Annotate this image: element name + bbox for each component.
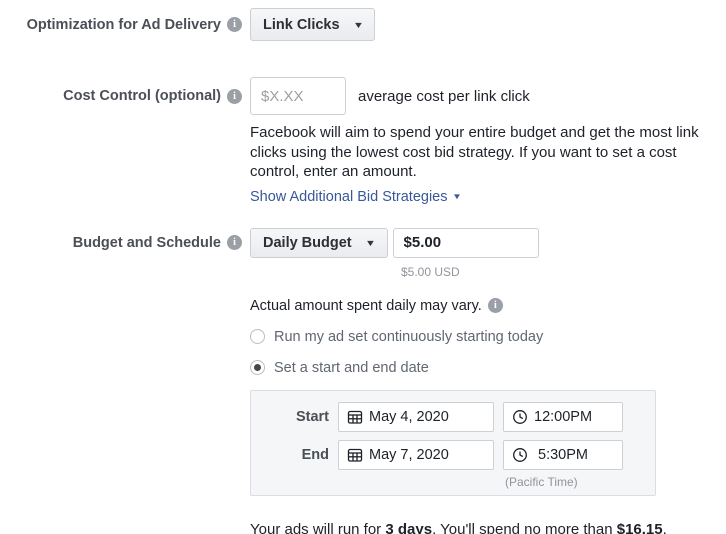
radio-selected-icon[interactable] bbox=[250, 360, 265, 375]
summary-amount: $16.15 bbox=[616, 520, 663, 534]
budget-label: Budget and Schedule bbox=[72, 234, 221, 251]
budget-type-dropdown[interactable]: Daily Budget ▼ bbox=[250, 227, 388, 258]
cost-control-suffix: average cost per link click bbox=[358, 87, 530, 105]
vary-note-text: Actual amount spent daily may vary. bbox=[250, 297, 482, 314]
cost-control-row: Cost Control (optional) i average cost p… bbox=[0, 77, 726, 206]
caret-down-icon: ▼ bbox=[364, 237, 376, 248]
summary-prefix: Your ads will run for bbox=[250, 520, 386, 534]
budget-label-group: Budget and Schedule i bbox=[0, 228, 242, 258]
budget-type-value: Daily Budget bbox=[263, 234, 352, 251]
radio-start-end-date[interactable]: Set a start and end date bbox=[250, 360, 726, 376]
start-date-field[interactable]: May 4, 2020 bbox=[338, 401, 494, 432]
radio-run-continuously[interactable]: Run my ad set continuously starting toda… bbox=[250, 329, 726, 345]
budget-amount-input[interactable] bbox=[392, 227, 539, 258]
calendar-icon bbox=[347, 410, 363, 424]
end-date-value: May 7, 2020 bbox=[369, 446, 449, 463]
optimization-label: Optimization for Ad Delivery bbox=[26, 16, 221, 33]
info-icon[interactable]: i bbox=[227, 17, 242, 32]
budget-row: Budget and Schedule i Daily Budget ▼ $5.… bbox=[0, 227, 726, 534]
budget-usd-caption: $5.00 USD bbox=[401, 264, 460, 279]
end-date-field[interactable]: May 7, 2020 bbox=[338, 439, 494, 470]
summary-suffix: . bbox=[662, 520, 667, 534]
caret-down-icon: ▼ bbox=[352, 19, 364, 30]
info-icon[interactable]: i bbox=[227, 235, 242, 250]
summary-middle: . You'll spend no more than bbox=[432, 520, 617, 534]
run-summary: Your ads will run for 3 days. You'll spe… bbox=[250, 521, 726, 534]
budget-content: Daily Budget ▼ $5.00 USD Actual amount s… bbox=[250, 227, 726, 534]
end-label: End bbox=[301, 446, 329, 463]
cost-control-description: Facebook will aim to spend your entire b… bbox=[250, 124, 699, 180]
end-time-field[interactable]: 5:30PM bbox=[503, 439, 623, 470]
radio-run-continuously-label: Run my ad set continuously starting toda… bbox=[274, 328, 544, 345]
caret-down-icon: ▼ bbox=[451, 192, 462, 201]
radio-unselected-icon[interactable] bbox=[250, 329, 265, 344]
start-date-value: May 4, 2020 bbox=[369, 408, 449, 425]
optimization-dropdown-value: Link Clicks bbox=[263, 16, 340, 33]
show-bid-strategies-label: Show Additional Bid Strategies bbox=[250, 188, 448, 205]
optimization-content: Link Clicks ▼ bbox=[250, 8, 726, 41]
start-time-field[interactable]: 12:00PM bbox=[503, 401, 623, 432]
start-time-value: 12:00PM bbox=[534, 408, 593, 425]
radio-start-end-date-label: Set a start and end date bbox=[274, 359, 429, 376]
start-label: Start bbox=[295, 408, 329, 425]
cost-control-label: Cost Control (optional) bbox=[63, 88, 221, 104]
cost-control-input[interactable] bbox=[250, 77, 346, 115]
clock-icon bbox=[513, 447, 527, 462]
optimization-label-group: Optimization for Ad Delivery i bbox=[0, 8, 242, 41]
cost-control-content: average cost per link click Facebook wil… bbox=[250, 77, 726, 206]
optimization-dropdown[interactable]: Link Clicks ▼ bbox=[250, 8, 376, 41]
summary-duration: 3 days bbox=[385, 520, 433, 534]
schedule-panel: Start May 4, 2020 bbox=[250, 389, 656, 496]
optimization-row: Optimization for Ad Delivery i Link Clic… bbox=[0, 0, 726, 41]
end-time-value: 5:30PM bbox=[538, 446, 588, 463]
timezone-note: (Pacific Time) bbox=[505, 474, 578, 489]
vary-note-row: Actual amount spent daily may vary. i bbox=[250, 298, 726, 314]
calendar-icon bbox=[347, 448, 363, 462]
info-icon[interactable]: i bbox=[487, 298, 503, 313]
clock-icon bbox=[513, 409, 527, 424]
cost-control-label-group: Cost Control (optional) i bbox=[0, 77, 242, 115]
info-icon[interactable]: i bbox=[227, 88, 242, 104]
show-bid-strategies-link[interactable]: Show Additional Bid Strategies ▼ bbox=[250, 188, 462, 205]
